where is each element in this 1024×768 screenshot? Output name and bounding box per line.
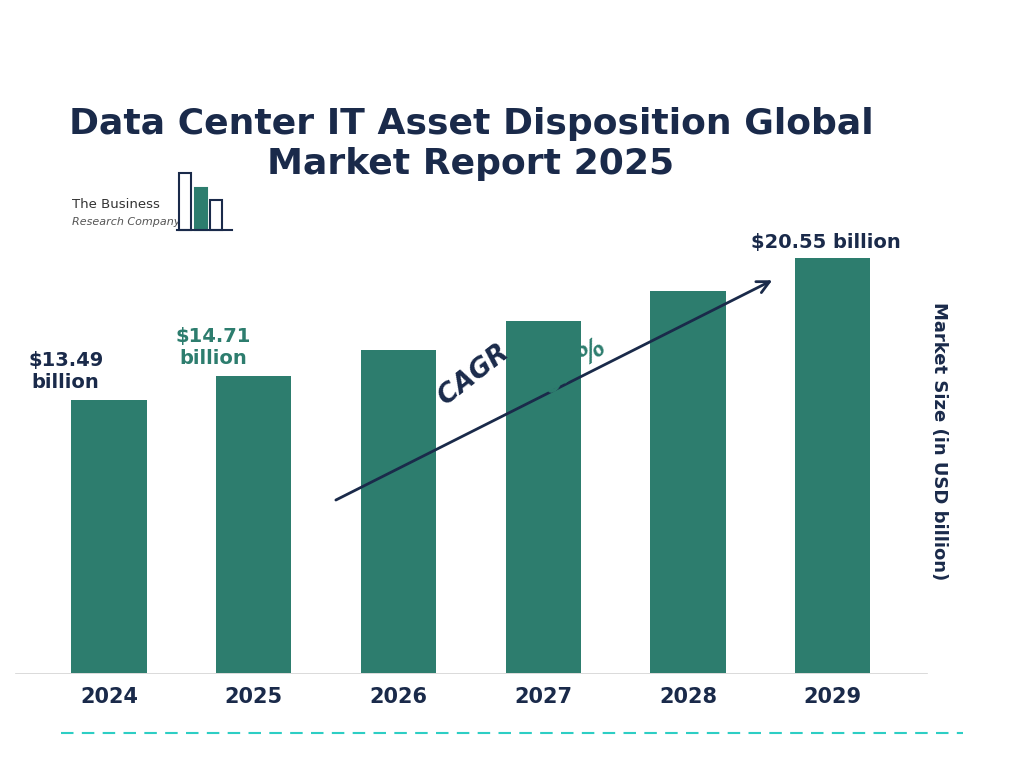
Text: $20.55 billion: $20.55 billion	[751, 233, 900, 252]
Bar	[650, 291, 726, 673]
Bar	[216, 376, 292, 673]
Title: Data Center IT Asset Disposition Global
Market Report 2025: Data Center IT Asset Disposition Global …	[69, 108, 873, 180]
Text: Research Company: Research Company	[72, 217, 180, 227]
Bar	[360, 349, 436, 673]
Bar	[72, 400, 146, 673]
Text: $13.49
billion: $13.49 billion	[28, 352, 103, 392]
Bar	[795, 258, 870, 673]
Text: $14.71
billion: $14.71 billion	[175, 326, 251, 368]
Bar	[506, 322, 581, 673]
Text: CAGR: CAGR	[434, 334, 521, 410]
Y-axis label: Market Size (in USD billion): Market Size (in USD billion)	[930, 302, 947, 580]
Text: The Business: The Business	[72, 198, 160, 211]
Text: 8.7%: 8.7%	[539, 335, 611, 400]
